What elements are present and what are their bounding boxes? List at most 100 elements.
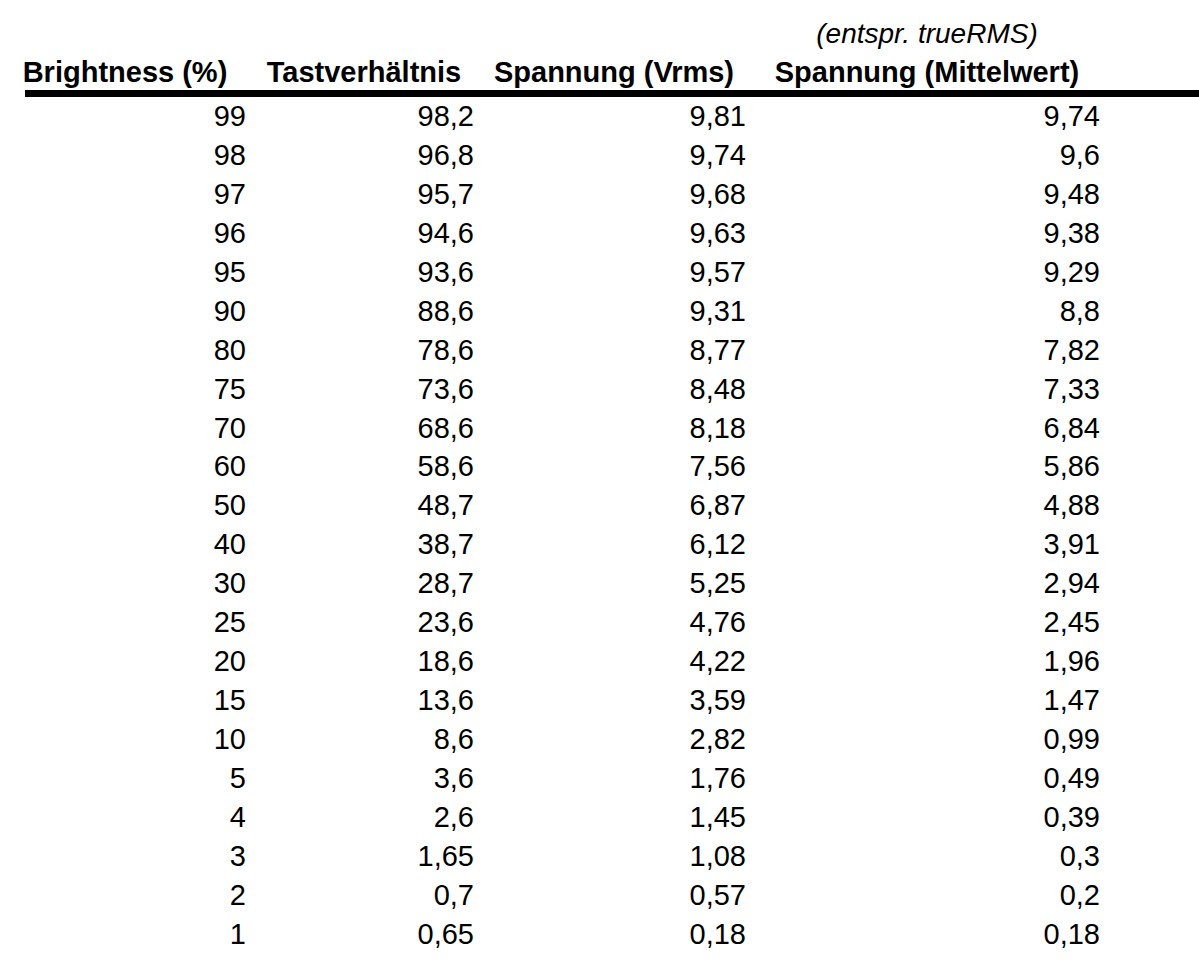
table-cell: 2,94 — [750, 564, 1104, 603]
table-body: 9998,29,819,749896,89,749,69795,79,689,4… — [0, 97, 1199, 954]
table-cell: 5,86 — [750, 447, 1104, 486]
table-cell: 96 — [0, 214, 250, 253]
table-cell: 15 — [0, 681, 250, 720]
table-cell: 68,6 — [250, 409, 478, 448]
header-divider — [25, 90, 1199, 97]
table-cell: 7,56 — [478, 447, 750, 486]
table-cell: 0,49 — [750, 759, 1104, 798]
table-cell: 23,6 — [250, 603, 478, 642]
table-cell: 9,48 — [750, 175, 1104, 214]
table-cell: 9,38 — [750, 214, 1104, 253]
table-cell: 0,2 — [750, 876, 1104, 915]
table-row: 108,62,820,99 — [0, 720, 1199, 759]
table-cell: 9,31 — [478, 292, 750, 331]
table-cell: 60 — [0, 447, 250, 486]
table-cell: 99 — [0, 97, 250, 136]
table-cell: 9,63 — [478, 214, 750, 253]
table-cell: 8,6 — [250, 720, 478, 759]
table-cell: 75 — [0, 370, 250, 409]
table-cell: 80 — [0, 331, 250, 370]
table-cell: 4 — [0, 798, 250, 837]
table-cell: 30 — [0, 564, 250, 603]
table-cell: 0,99 — [750, 720, 1104, 759]
table-cell: 78,6 — [250, 331, 478, 370]
table-cell: 58,6 — [250, 447, 478, 486]
table-cell: 88,6 — [250, 292, 478, 331]
table-cell: 3,6 — [250, 759, 478, 798]
table-cell: 6,87 — [478, 486, 750, 525]
table-row: 31,651,080,3 — [0, 837, 1199, 876]
table-cell: 8,48 — [478, 370, 750, 409]
table-cell: 4,76 — [478, 603, 750, 642]
data-table: (entspr. trueRMS) Brightness (%) Tastver… — [0, 0, 1199, 954]
table-row: 4038,76,123,91 — [0, 525, 1199, 564]
table-cell: 9,74 — [750, 97, 1104, 136]
table-cell: 1,65 — [250, 837, 478, 876]
table-cell: 98 — [0, 136, 250, 175]
table-row: 7573,68,487,33 — [0, 370, 1199, 409]
table-cell: 0,3 — [750, 837, 1104, 876]
table-cell: 2,6 — [250, 798, 478, 837]
table-row: 9998,29,819,74 — [0, 97, 1199, 136]
table-row: 9593,69,579,29 — [0, 253, 1199, 292]
table-row: 53,61,760,49 — [0, 759, 1199, 798]
column-header-brightness: Brightness (%) — [0, 54, 250, 90]
table-cell: 9,68 — [478, 175, 750, 214]
table-cell: 8,77 — [478, 331, 750, 370]
table-row: 9896,89,749,6 — [0, 136, 1199, 175]
table-cell: 1,47 — [750, 681, 1104, 720]
table-row: 9795,79,689,48 — [0, 175, 1199, 214]
table-row: 9088,69,318,8 — [0, 292, 1199, 331]
table-cell: 7,82 — [750, 331, 1104, 370]
table-cell: 3,91 — [750, 525, 1104, 564]
table-cell: 38,7 — [250, 525, 478, 564]
table-cell: 9,6 — [750, 136, 1104, 175]
table-cell: 4,88 — [750, 486, 1104, 525]
table-cell: 93,6 — [250, 253, 478, 292]
table-cell: 25 — [0, 603, 250, 642]
table-cell: 95 — [0, 253, 250, 292]
table-cell: 20 — [0, 642, 250, 681]
column-header-tastverhaeltnis: Tastverhältnis — [250, 54, 478, 90]
table-row: 20,70,570,2 — [0, 876, 1199, 915]
table-cell: 4,22 — [478, 642, 750, 681]
table-cell: 48,7 — [250, 486, 478, 525]
table-cell: 70 — [0, 409, 250, 448]
table-note-row: (entspr. trueRMS) — [0, 0, 1199, 50]
table-cell: 6,12 — [478, 525, 750, 564]
table-cell: 5 — [0, 759, 250, 798]
table-row: 2018,64,221,96 — [0, 642, 1199, 681]
table-row: 8078,68,777,82 — [0, 331, 1199, 370]
table-row: 42,61,450,39 — [0, 798, 1199, 837]
table-row: 2523,64,762,45 — [0, 603, 1199, 642]
table-cell: 40 — [0, 525, 250, 564]
table-cell: 0,7 — [250, 876, 478, 915]
table-row: 10,650,180,18 — [0, 915, 1199, 954]
table-note: (entspr. trueRMS) — [750, 18, 1104, 50]
table-cell: 1,45 — [478, 798, 750, 837]
column-header-spannung-vrms: Spannung (Vrms) — [478, 54, 750, 90]
table-cell: 1,08 — [478, 837, 750, 876]
table-cell: 9,81 — [478, 97, 750, 136]
table-cell: 0,57 — [478, 876, 750, 915]
table-cell: 98,2 — [250, 97, 478, 136]
table-cell: 90 — [0, 292, 250, 331]
table-cell: 0,18 — [478, 915, 750, 954]
table-cell: 96,8 — [250, 136, 478, 175]
table-row: 5048,76,874,88 — [0, 486, 1199, 525]
column-header-spannung-mittelwert: Spannung (Mittelwert) — [750, 54, 1104, 90]
table-cell: 0,39 — [750, 798, 1104, 837]
table-cell: 1,76 — [478, 759, 750, 798]
table-row: 6058,67,565,86 — [0, 447, 1199, 486]
table-cell: 9,29 — [750, 253, 1104, 292]
table-header-row: Brightness (%) Tastverhältnis Spannung (… — [0, 50, 1199, 90]
table-row: 9694,69,639,38 — [0, 214, 1199, 253]
table-cell: 10 — [0, 720, 250, 759]
table-cell: 18,6 — [250, 642, 478, 681]
table-cell: 28,7 — [250, 564, 478, 603]
table-row: 3028,75,252,94 — [0, 564, 1199, 603]
table-cell: 8,8 — [750, 292, 1104, 331]
table-cell: 8,18 — [478, 409, 750, 448]
table-cell: 7,33 — [750, 370, 1104, 409]
table-row: 1513,63,591,47 — [0, 681, 1199, 720]
